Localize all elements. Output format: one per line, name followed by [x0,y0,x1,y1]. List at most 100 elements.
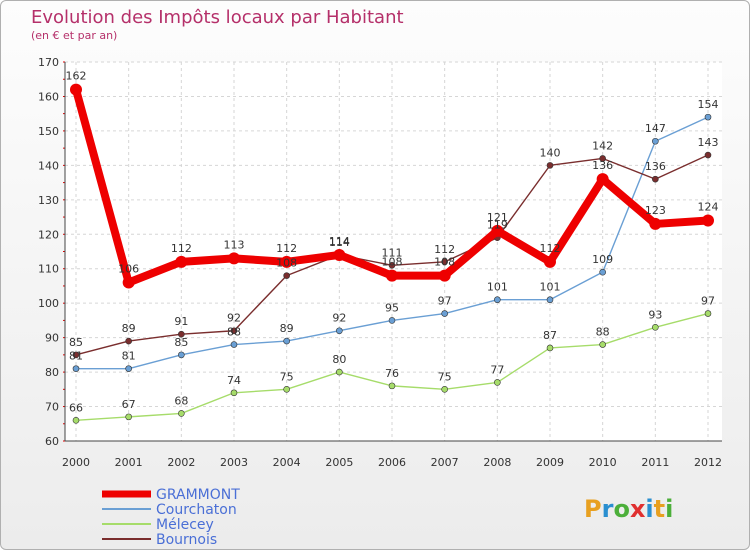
data-label-courchaton: 81 [69,350,83,363]
data-point-grammont [333,248,346,261]
data-point-m-lecey [599,341,606,348]
data-point-grammont [386,269,398,282]
y-tick-label: 140 [38,159,59,172]
data-point-m-lecey [388,382,396,390]
data-point-bournois [441,258,448,266]
data-point-grammont [544,255,556,268]
x-tick-label: 2004 [273,456,301,469]
data-label-m-lecey: 67 [122,398,136,411]
y-tick-label: 130 [38,194,59,207]
data-point-courchaton [283,337,290,345]
y-tick-label: 170 [38,56,59,69]
data-label-bournois: 108 [276,257,297,270]
data-point-bournois [72,351,80,359]
axes: 60 70 80 90 100 110 120 130 140 150 160 170 2000 2001… [38,56,722,469]
data-label-courchaton: 101 [540,281,561,294]
data-label-courchaton: 147 [645,122,666,135]
data-point-grammont [280,255,293,268]
chart-title: Evolution des Impôts locaux par Habitant [31,7,404,28]
data-point-m-lecey [178,410,185,417]
data-label-bournois: 112 [434,243,455,256]
data-point-courchaton [441,310,448,317]
data-label-grammont: 136 [592,159,613,172]
data-label-grammont: 113 [224,238,245,251]
y-tick-label: 60 [45,435,59,448]
data-point-m-lecey [283,386,290,393]
data-point-bournois [125,337,132,345]
data-label-bournois: 89 [122,322,136,335]
data-point-bournois [704,151,712,159]
data-point-grammont [70,83,82,96]
legend-label-m-lecey: Mélecey [156,517,214,533]
data-label-grammont: 162 [66,70,87,83]
plot-area [65,62,722,441]
data-point-grammont [438,269,451,282]
data-label-bournois: 91 [174,315,188,328]
data-point-bournois [652,175,659,183]
data-label-grammont: 112 [276,242,297,255]
data-point-courchaton [652,137,659,145]
data-label-grammont: 112 [540,242,561,255]
x-tick-label: 2002 [167,456,195,469]
legend-label-grammont: GRAMMONT [156,487,240,503]
data-label-grammont: 114 [329,235,350,248]
data-label-courchaton: 88 [227,326,241,339]
data-point-bournois [599,155,606,162]
data-label-courchaton: 97 [438,295,452,308]
data-point-grammont [649,217,662,230]
data-point-courchaton [230,341,238,348]
data-point-courchaton [178,351,185,359]
data-label-bournois: 142 [592,139,613,152]
data-point-m-lecey [125,413,132,421]
series-group [70,83,714,424]
data-label-bournois: 114 [329,236,350,249]
x-tick-label: 2011 [641,456,669,469]
y-tick-label: 120 [38,228,59,241]
data-point-bournois [178,330,185,338]
y-tick-label: 90 [45,332,59,345]
data-label-m-lecey: 68 [174,394,188,407]
data-label-m-lecey: 75 [438,370,452,383]
data-point-bournois [230,327,238,335]
data-label-m-lecey: 87 [543,329,557,342]
y-tick-label: 70 [45,401,59,414]
logo: Proxiti [584,495,673,523]
data-label-courchaton: 92 [332,312,346,325]
x-tick-label: 2008 [483,456,511,469]
data-point-grammont [702,214,714,227]
data-label-bournois: 92 [227,312,241,325]
y-tick-label: 100 [38,297,59,310]
data-label-grammont: 112 [171,242,192,255]
data-point-courchaton [704,113,712,121]
data-label-courchaton: 109 [592,253,613,266]
x-tick-label: 2005 [325,456,353,469]
logo-text: Proxiti [584,495,673,523]
data-label-grammont: 106 [118,263,139,276]
y-tick-label: 150 [38,125,59,138]
data-point-grammont [491,224,504,237]
x-tick-label: 2003 [220,456,248,469]
data-point-grammont [596,173,609,186]
x-tick-label: 2000 [62,456,90,469]
y-tick-label: 80 [45,366,59,379]
data-label-courchaton: 101 [487,281,508,294]
data-point-courchaton [494,296,501,304]
data-point-m-lecey [494,379,501,386]
legend-label-bournois: Bournois [156,532,217,548]
data-label-courchaton: 85 [174,336,188,349]
data-point-m-lecey [704,310,712,317]
x-tick-label: 2009 [536,456,564,469]
data-label-m-lecey: 66 [69,401,83,414]
data-point-m-lecey [72,417,80,424]
data-label-m-lecey: 88 [596,326,610,339]
data-label-m-lecey: 80 [332,353,346,366]
data-point-m-lecey [546,344,554,352]
data-label-bournois: 143 [698,136,719,149]
x-tick-label: 2010 [589,456,617,469]
x-tick-label: 2006 [378,456,406,469]
grid [65,61,722,442]
